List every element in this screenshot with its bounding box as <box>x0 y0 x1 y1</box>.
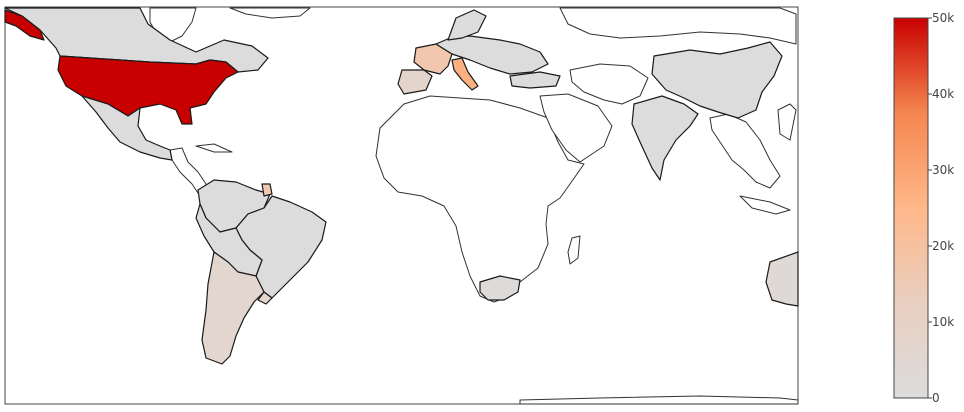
colorscale-tick-label: 0 <box>932 391 940 405</box>
new-zealand-antarctica-edge <box>519 395 799 405</box>
colorscale-tick-label: 40k <box>932 87 954 101</box>
region-china-mongolia <box>651 41 783 119</box>
region-south-africa <box>479 275 521 301</box>
cuba <box>195 143 233 153</box>
colorscale-ticks: 0 10k 20k 30k 40k 50k <box>928 11 954 405</box>
region-usa-alaska <box>4 9 45 41</box>
region-mexico <box>81 95 173 161</box>
region-central-eastern-europe <box>435 35 549 75</box>
region-peru-bolivia <box>195 203 263 277</box>
region-turkey <box>509 71 561 89</box>
region-argentina-chile <box>201 251 265 365</box>
indonesia-west <box>739 195 791 215</box>
southeast-asia <box>709 113 781 189</box>
region-australia <box>765 251 799 307</box>
region-italy <box>451 57 479 91</box>
choropleth-layer <box>4 7 799 365</box>
arctic-islands <box>229 7 311 19</box>
madagascar <box>567 235 581 265</box>
colorscale-tick-label: 50k <box>932 11 954 25</box>
colorscale-legend: 0 10k 20k 30k 40k 50k <box>893 11 954 405</box>
japan-korea <box>777 103 797 141</box>
region-uruguay <box>257 291 273 305</box>
region-scandinavia <box>447 9 487 41</box>
africa-mainland <box>375 95 585 303</box>
colorscale-tick-label: 30k <box>932 163 954 177</box>
middle-east-iran <box>569 63 649 105</box>
colorscale-bar <box>893 17 929 399</box>
arabian-peninsula <box>539 93 613 163</box>
russia-north <box>559 7 797 45</box>
colorscale-tick-label: 10k <box>932 315 954 329</box>
region-india <box>631 95 699 181</box>
region-french-guiana <box>261 183 273 197</box>
landmass-layer <box>149 7 799 405</box>
colorscale-tick-label: 20k <box>932 239 954 253</box>
